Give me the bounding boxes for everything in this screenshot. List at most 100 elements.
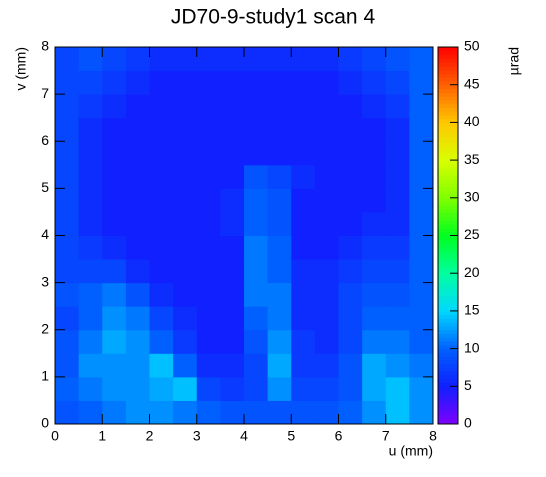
colorbar-segment <box>438 111 458 116</box>
heatmap-cell <box>196 211 221 236</box>
heatmap-cell <box>409 306 434 331</box>
heatmap-cell <box>102 70 127 95</box>
y-tick-label: 7 <box>41 85 49 101</box>
heatmap-cell <box>78 117 103 142</box>
colorbar-segment <box>438 367 458 372</box>
heatmap-cell <box>55 353 80 378</box>
heatmap-cell <box>409 47 434 72</box>
heatmap-cell <box>244 235 269 260</box>
colorbar-segment <box>438 416 458 421</box>
heatmap-cell <box>362 259 387 284</box>
heatmap-cell <box>196 329 221 354</box>
heatmap-cell <box>362 47 387 72</box>
heatmap-cell <box>385 400 410 425</box>
colorbar-segment <box>438 378 458 384</box>
heatmap-cell <box>314 117 339 142</box>
heatmap-cell <box>78 94 103 119</box>
heatmap-cell <box>173 329 198 354</box>
colorbar-segment <box>438 103 458 108</box>
heatmap-cell <box>220 94 245 119</box>
colorbar-segment <box>438 156 458 161</box>
heatmap-cell <box>220 353 245 378</box>
heatmap-cell <box>55 70 80 95</box>
heatmap-cell <box>149 70 174 95</box>
heatmap-cell <box>102 188 127 213</box>
colorbar-segment <box>438 220 458 225</box>
heatmap-cell <box>102 259 127 284</box>
heatmap-cell <box>78 164 103 189</box>
heatmap-cell <box>291 164 316 189</box>
colorbar-segment <box>438 96 458 101</box>
heatmap-cell <box>78 47 103 72</box>
heatmap-cell <box>149 400 174 425</box>
heatmap-cell <box>244 94 269 119</box>
heatmap-cell <box>409 259 434 284</box>
heatmap-cell <box>55 282 80 307</box>
heatmap-cell <box>102 141 127 166</box>
heatmap-cell <box>314 94 339 119</box>
heatmap-cell <box>267 141 292 166</box>
colorbar-segment <box>438 54 458 59</box>
colorbar-segment <box>438 137 458 142</box>
heatmap-cell <box>78 329 103 354</box>
heatmap-cell <box>196 70 221 95</box>
colorbar-label: µrad <box>506 47 522 75</box>
x-tick-label: 6 <box>335 428 343 444</box>
heatmap-cell <box>267 400 292 425</box>
heatmap-cell <box>78 306 103 331</box>
heatmap-cell <box>244 141 269 166</box>
heatmap-cell <box>385 235 410 260</box>
heatmap-cell <box>220 211 245 236</box>
colorbar-segment <box>438 382 458 387</box>
heatmap-cell <box>338 306 363 331</box>
heatmap-cell <box>220 117 245 142</box>
heatmap-cell <box>149 164 174 189</box>
heatmap-cell <box>220 306 245 331</box>
heatmap-cell <box>196 188 221 213</box>
heatmap-cell <box>125 164 150 189</box>
colorbar-segment <box>438 295 458 301</box>
heatmap-cell <box>102 282 127 307</box>
heatmap-cell <box>55 141 80 166</box>
colorbar-segment <box>438 344 458 350</box>
heatmap-cell <box>385 282 410 307</box>
colorbar-segment <box>438 47 458 52</box>
colorbar-segment <box>438 276 458 282</box>
heatmap-cell <box>102 306 127 331</box>
colorbar-segment <box>438 141 458 146</box>
colorbar-segment <box>438 261 458 267</box>
colorbar-segment <box>438 224 458 229</box>
heatmap-cell <box>362 400 387 425</box>
heatmap-cell <box>55 47 80 72</box>
heatmap-cell <box>267 259 292 284</box>
heatmap-cell <box>338 117 363 142</box>
colorbar-segment <box>438 118 458 123</box>
colorbar-tick-label: 40 <box>464 113 480 129</box>
colorbar-segment <box>438 348 458 353</box>
heatmap-cell <box>338 259 363 284</box>
heatmap-cell <box>385 329 410 354</box>
heatmap-cell <box>173 141 198 166</box>
colorbar-segment <box>438 80 458 86</box>
heatmap-cell <box>267 329 292 354</box>
heatmap-cell <box>291 235 316 260</box>
colorbar-segment <box>438 163 458 169</box>
heatmap-cell <box>125 400 150 425</box>
colorbar-segment <box>438 92 458 97</box>
colorbar-tick-label: 50 <box>464 38 480 54</box>
colorbar-segment <box>438 216 458 221</box>
heatmap-cell <box>409 211 434 236</box>
heatmap-cell <box>267 353 292 378</box>
heatmap-cell <box>125 188 150 213</box>
colorbar-segment <box>438 314 458 319</box>
heatmap-cell <box>102 400 127 425</box>
heatmap-cell <box>385 117 410 142</box>
colorbar-segment <box>438 329 458 335</box>
colorbar-segment <box>438 269 458 274</box>
heatmap-cell <box>362 141 387 166</box>
heatmap-cell <box>149 47 174 72</box>
heatmap-cell <box>244 353 269 378</box>
heatmap-cell <box>291 376 316 401</box>
heatmap-cell <box>291 117 316 142</box>
heatmap-cell <box>385 164 410 189</box>
